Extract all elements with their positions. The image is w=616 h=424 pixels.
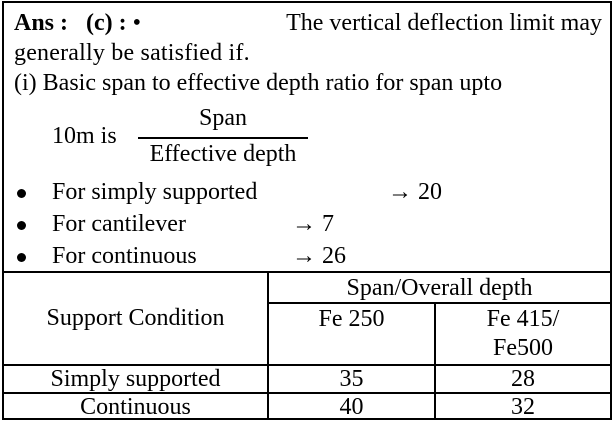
table-rule (4, 392, 610, 394)
answer-block: Ans : (c) : • The vertical deflection li… (4, 3, 610, 271)
row-continuous-fe250: 40 (339, 394, 364, 420)
bullet-label: For continuous (52, 243, 197, 269)
formula-prefix: 10m is (52, 123, 117, 149)
bullet-dot-icon (17, 221, 26, 230)
bullet-arrow-value: → 26 (292, 242, 346, 270)
answer-line-1-text: The vertical deflection limit may (286, 10, 602, 36)
table-rule (434, 302, 436, 418)
row-simply-supported-fe415: 28 (511, 366, 535, 392)
fraction-numerator: Span (199, 105, 247, 131)
arrow-icon: → (292, 211, 316, 237)
header-fe415-line2: Fe500 (493, 335, 553, 361)
bullet-value: 26 (322, 243, 346, 269)
bullet-label: For cantilever (52, 211, 186, 237)
answer-option: (c) : (86, 10, 127, 36)
bullet-arrow-value: → 20 (388, 178, 442, 206)
answer-prefix: Ans : (14, 10, 69, 36)
row-continuous-fe415: 32 (511, 394, 535, 420)
answer-frame: Ans : (c) : • The vertical deflection li… (2, 1, 612, 420)
row-simply-supported-condition: Simply supported (50, 366, 221, 392)
arrow-icon: → (292, 243, 316, 269)
answer-line-3: (i) Basic span to effective depth ratio … (14, 69, 602, 97)
table-rule (267, 302, 610, 304)
row-simply-supported-fe250: 35 (339, 366, 364, 392)
bullet-arrow-value: → 7 (292, 210, 334, 238)
header-support-condition: Support Condition (46, 305, 225, 331)
ratio-table: Support Condition Span/Overall depth Fe … (4, 271, 610, 420)
table-rule (4, 271, 610, 273)
table-rule (4, 364, 610, 366)
bullet-dot-icon (17, 253, 26, 262)
answer-line-1: Ans : (c) : • The vertical deflection li… (14, 9, 602, 37)
header-fe415-line1: Fe 415/ (486, 306, 560, 332)
header-fe250: Fe 250 (318, 306, 385, 332)
bullet-value: 20 (418, 179, 442, 205)
fraction-bar (138, 137, 308, 139)
row-continuous-condition: Continuous (80, 394, 191, 420)
bullet-glyph: • (132, 10, 142, 36)
bullet-label: For simply supported (52, 179, 258, 205)
answer-line-2: generally be satisfied if. (14, 40, 250, 66)
fraction-denominator: Effective depth (149, 141, 297, 167)
arrow-icon: → (388, 179, 412, 205)
bullet-value: 7 (322, 211, 334, 237)
answer-line-3-text: (i) Basic span to effective depth ratio … (14, 70, 503, 96)
header-span-overall-depth: Span/Overall depth (346, 275, 533, 301)
bullet-dot-icon (17, 189, 26, 198)
table-rule (267, 271, 269, 418)
